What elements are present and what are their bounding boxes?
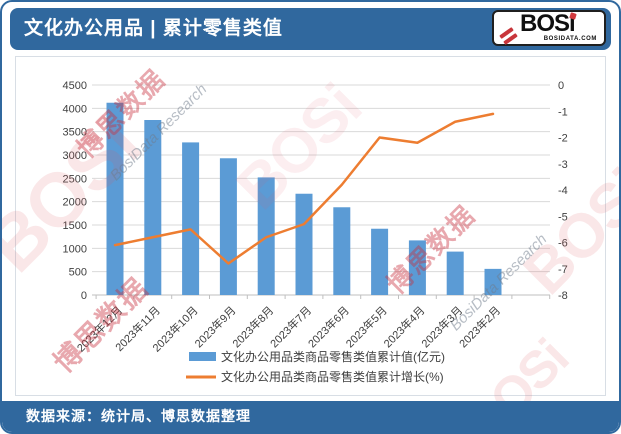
bar (446, 251, 464, 295)
left-axis-tick-label: 0 (81, 290, 87, 302)
bar (219, 158, 237, 295)
data-source-text: 数据来源：统计局、博思数据整理 (26, 408, 251, 424)
legend-bar-swatch (189, 352, 216, 361)
right-axis-tick-label: 0 (558, 80, 564, 92)
bar (106, 102, 124, 295)
legend-line-label: 文化办公用品类商品零售类值累计增长(%) (221, 369, 444, 384)
logo-site-text: BOSIDATA.COM (543, 36, 597, 42)
left-axis-tick-label: 1500 (63, 220, 87, 232)
bar (182, 142, 200, 295)
bosi-logo: BOSi BOSIDATA.COM (492, 10, 606, 46)
right-axis-tick-label: -3 (558, 159, 568, 171)
right-axis-tick-label: -1 (558, 106, 568, 118)
bar (408, 240, 426, 295)
header-bar: 文化办公用品 | 累计零售类值 BOSi BOSIDATA.COM (10, 8, 611, 50)
chart-svg: 0 500 1000 1500 2000 2500 3000 3500 4000 4500 0 -1 -… (63, 80, 568, 384)
left-axis-tick-label: 2000 (63, 197, 87, 209)
left-axis-tick-label: 4000 (63, 103, 87, 115)
bar (144, 120, 162, 295)
footer-bar: 数据来源：统计局、博思数据整理 (2, 401, 619, 432)
bar (371, 228, 389, 295)
right-axis-tick-label: -4 (558, 185, 568, 197)
trend-line (113, 112, 495, 265)
page-title: 文化办公用品 | 累计零售类值 (24, 18, 283, 39)
right-axis-tick-label: -5 (558, 211, 568, 223)
left-axis-tick-label: 1000 (63, 243, 87, 255)
right-axis-tick-label: -2 (558, 133, 568, 145)
right-axis-tick-label: -8 (558, 290, 568, 302)
logo-i-text: i (569, 10, 576, 37)
bar (484, 268, 502, 295)
left-axis-tick-label: 4500 (63, 80, 87, 92)
legend-bar-label: 文化办公用品类商品零售类值累计值(亿元) (221, 349, 445, 364)
right-axis-tick-label: -7 (558, 264, 568, 276)
logo-bos-text: BOS (520, 10, 570, 37)
left-axis-tick-label: 3500 (63, 127, 87, 139)
left-axis-tick-label: 3000 (63, 150, 87, 162)
bar (295, 193, 313, 295)
logo-wordmark: BOSi (520, 10, 576, 38)
right-axis-tick-label: -6 (558, 238, 568, 250)
chart-frame (15, 56, 606, 396)
x-axis-category-label: 2023年2月 (456, 303, 503, 350)
left-axis-tick-label: 2500 (63, 173, 87, 185)
bar (333, 207, 351, 295)
left-axis-tick-label: 500 (69, 267, 87, 279)
